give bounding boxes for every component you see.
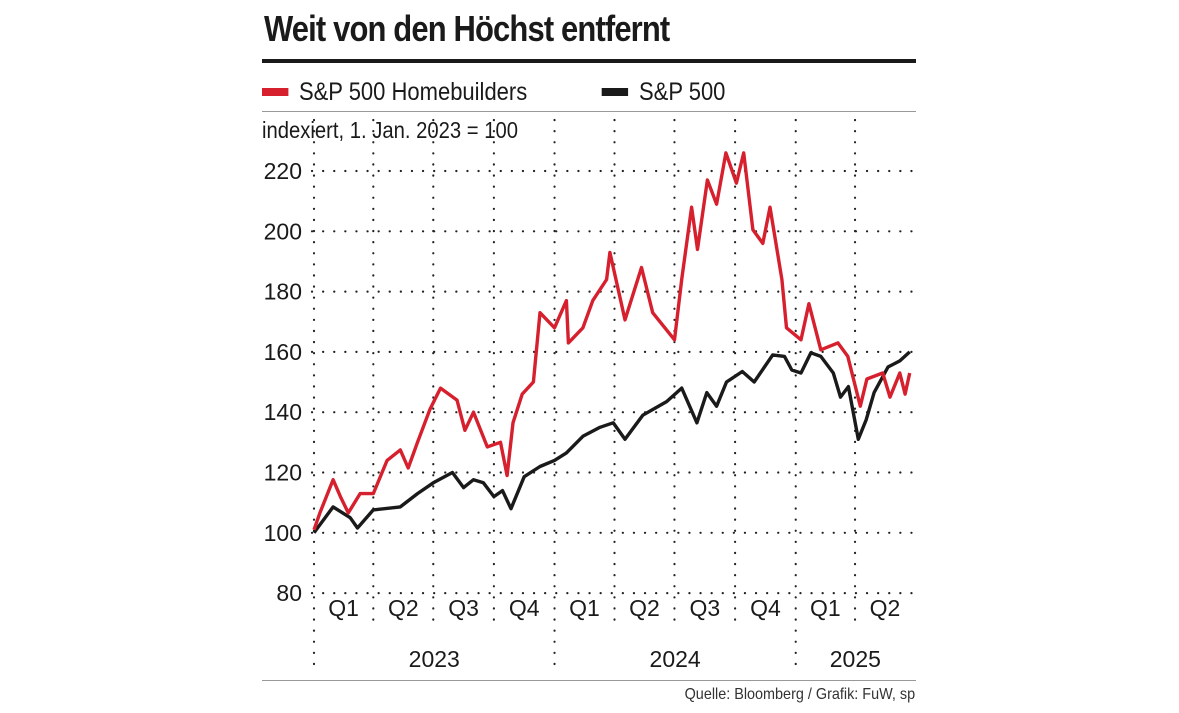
bottom-rule [262,680,916,681]
y-tick-label: 180 [264,279,302,305]
quarter-label: Q1 [328,595,359,621]
y-tick-label: 200 [264,218,302,244]
quarter-label: Q2 [388,595,419,621]
legend-item-sp500: S&P 500 [602,78,725,107]
source-note: Quelle: Bloomberg / Grafik: FuW, sp [684,686,915,703]
quarter-label: Q2 [629,595,660,621]
y-tick-label: 120 [264,460,302,486]
quarter-label: Q3 [448,595,479,621]
legend-swatch-black [602,88,629,96]
y-tick-label: 80 [276,580,302,606]
y-tick-label: 160 [264,339,302,365]
year-label: 2024 [650,646,701,672]
legend-swatch-red [262,88,289,96]
year-label: 2023 [409,646,460,672]
quarter-label: Q4 [750,595,781,621]
legend-item-homebuilders: S&P 500 Homebuilders [262,78,527,107]
quarter-label: Q4 [509,595,540,621]
series-line-homebuilders [312,151,912,531]
chart-title: Weit von den Höchst entfernt [264,8,670,49]
legend-label: S&P 500 Homebuilders [298,77,528,106]
quarter-label: Q3 [689,595,720,621]
quarter-label: Q2 [870,595,901,621]
y-tick-label: 100 [264,520,302,546]
y-tick-label: 220 [264,158,302,184]
title-rule [262,59,916,63]
year-label: 2025 [830,646,881,672]
y-tick-label: 140 [264,399,302,425]
legend-label: S&P 500 [638,77,726,106]
quarter-label: Q1 [810,595,841,621]
chart-subtitle: indexiert, 1. Jan. 2023 = 100 [262,117,518,143]
legend: S&P 500 Homebuilders S&P 500 [262,74,794,107]
series-line-sp500 [312,350,911,534]
quarter-label: Q1 [569,595,600,621]
legend-rule [262,111,916,112]
